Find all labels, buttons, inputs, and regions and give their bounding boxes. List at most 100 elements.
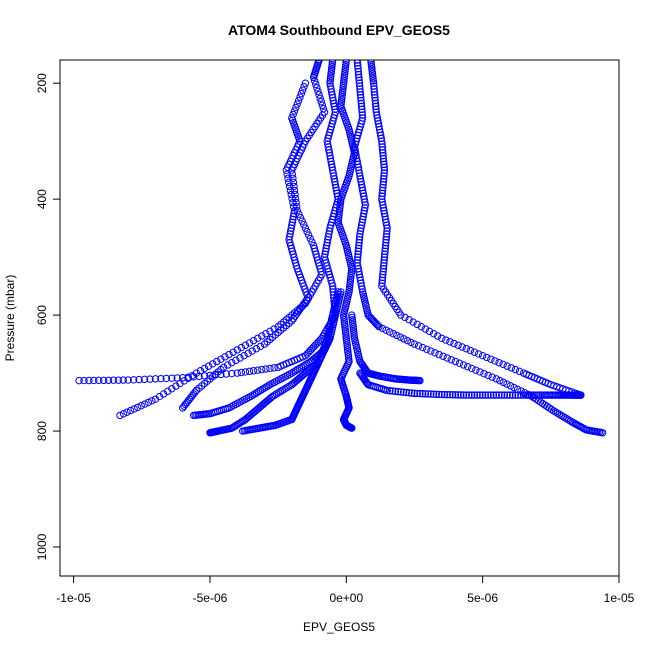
data-point [123,408,131,416]
data-point [491,357,499,365]
data-point [287,190,295,199]
data-point [184,374,192,382]
data-point [338,93,346,101]
data-point [237,368,246,377]
data-point [358,108,366,116]
data-point [378,189,387,198]
data-point [250,390,259,398]
data-point [503,380,511,388]
data-point [341,63,350,71]
data-point [373,320,381,329]
data-point [245,339,254,347]
data-point [168,374,176,382]
data-point [280,385,288,394]
data-point [299,362,307,370]
data-point [483,353,491,362]
data-point [379,180,387,189]
data-point [292,198,300,207]
data-point [356,85,364,93]
data-point [348,313,356,322]
data-point [75,376,83,385]
data-point [303,227,311,236]
data-point [551,408,560,416]
data-point [315,91,323,99]
data-point [327,70,335,78]
data-point [300,82,308,91]
data-point [369,77,378,85]
data-point [382,230,391,238]
data-point [264,382,272,390]
data-point [369,72,377,80]
data-point [328,60,337,64]
data-point [378,137,386,145]
data-point [232,356,240,365]
data-point [499,360,507,369]
data-point [379,157,388,166]
data-point [378,146,387,154]
data-point [262,329,270,338]
data-point [308,238,316,246]
data-series [206,288,345,437]
data-point [180,402,188,410]
data-point [348,424,356,432]
data-point [454,391,462,399]
data-point [129,376,138,384]
y-tick-label: 600 [35,305,49,325]
data-series [179,79,312,412]
data-point [341,325,349,333]
data-point [383,386,391,395]
data-point [119,376,127,384]
data-point [423,345,431,354]
data-point [459,391,468,399]
data-point [347,267,356,275]
data-point [340,316,348,324]
data-point [367,60,376,69]
data-point [385,328,394,336]
data-point [481,391,490,399]
data-point [80,376,88,385]
data-point [354,250,362,258]
data-point [256,386,265,395]
data-point [345,285,354,294]
data-point [206,429,214,437]
data-point [506,391,514,399]
data-point [401,313,409,322]
data-point [347,271,355,280]
data-point [409,318,417,326]
data-point [402,388,411,397]
data-point [372,105,380,113]
data-point [350,329,358,338]
data-point [349,327,358,336]
data-point [382,326,390,334]
data-point [463,363,472,371]
data-point [393,331,401,340]
data-point [256,342,265,351]
data-point [470,348,479,356]
data-point [361,198,369,206]
y-tick-label: 1000 [35,533,49,560]
data-point [598,429,607,437]
data-point [397,311,405,319]
data-point [328,60,336,69]
data-point [337,95,346,104]
data-point [338,88,347,97]
x-tick-label: 0e+00 [329,591,363,605]
data-point [382,221,391,229]
data-point [176,379,184,388]
data-point [382,236,390,244]
data-point [340,318,349,326]
data-point [312,80,320,89]
data-point [375,322,383,331]
data-point [342,329,350,338]
data-point [506,382,515,390]
data-point [462,391,470,399]
data-point [146,375,154,383]
data-point [140,375,149,384]
data-point [356,88,364,96]
data-point [162,374,171,383]
data-point [348,311,356,319]
data-point [343,339,351,347]
data-point [266,380,274,389]
data-point [458,343,466,351]
data-point [382,233,391,241]
